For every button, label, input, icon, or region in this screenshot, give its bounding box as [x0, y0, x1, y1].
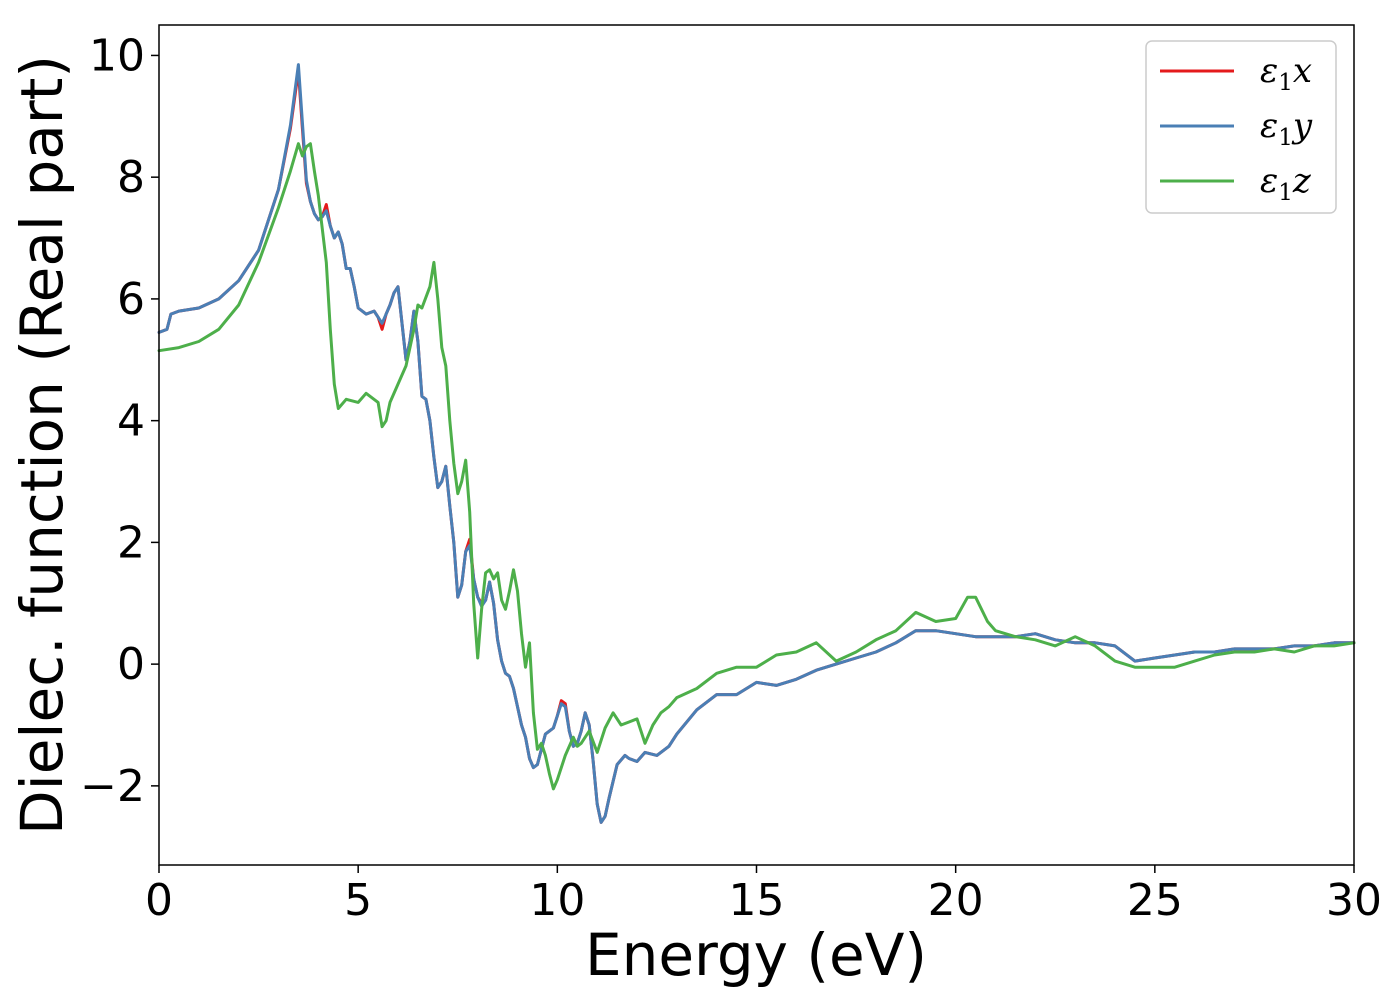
- x-tick-label: 30: [1326, 875, 1382, 926]
- y-tick-label: −2: [80, 761, 145, 812]
- y-tick-label: 0: [117, 639, 145, 690]
- legend-label-z: ε1z: [1260, 161, 1312, 206]
- x-tick-label: 0: [145, 875, 173, 926]
- y-tick-label: 8: [117, 152, 145, 203]
- x-axis-label: Energy (eV): [585, 921, 927, 989]
- legend-label-y: ε1y: [1260, 106, 1313, 151]
- legend-label-x: ε1x: [1260, 51, 1312, 96]
- y-tick-label: 6: [117, 274, 145, 325]
- series-line-z: [157, 142, 1356, 791]
- y-tick-label: 10: [89, 30, 145, 81]
- legend-box: [1145, 40, 1337, 214]
- y-axis-label: Dielec. function (Real part): [8, 55, 76, 835]
- x-tick-label: 20: [928, 875, 984, 926]
- series-layer: [157, 63, 1356, 824]
- y-tick-label: 4: [117, 396, 145, 447]
- x-axis: 0 5 10 15 20 25 30: [145, 865, 1382, 926]
- x-tick-label: 15: [729, 875, 785, 926]
- x-tick-label: 25: [1127, 875, 1183, 926]
- series-line-y: [157, 63, 1356, 824]
- y-axis: −2 0 2 4 6 8 10: [80, 30, 159, 812]
- x-tick-label: 10: [529, 875, 585, 926]
- legend: ε1x ε1y ε1z: [1145, 40, 1337, 214]
- y-tick-label: 2: [117, 517, 145, 568]
- x-tick-label: 5: [344, 875, 372, 926]
